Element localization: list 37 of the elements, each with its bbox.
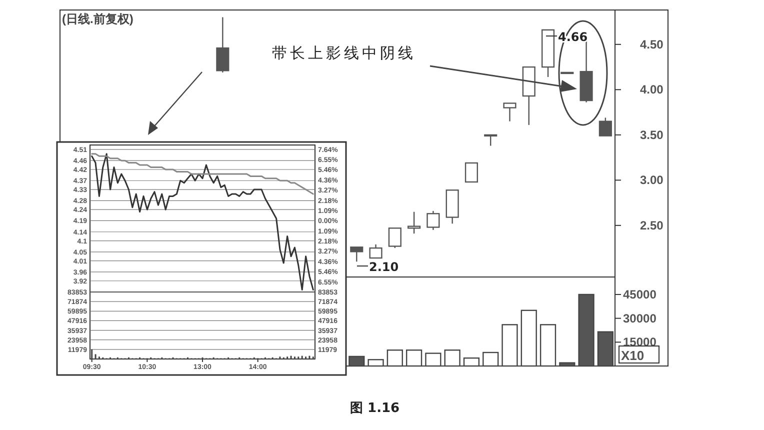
- annotation: 2.10: [369, 260, 399, 274]
- bar: [520, 310, 537, 367]
- y-tick-label: 4.00: [640, 82, 664, 97]
- bar: [348, 356, 365, 367]
- candlestick: [484, 134, 498, 146]
- bar: [463, 357, 480, 367]
- y-tick-label: 2.50: [640, 218, 664, 232]
- y-tick-label: 4.50: [640, 37, 664, 52]
- bar: [597, 331, 614, 367]
- caption: 图 1.16: [350, 401, 400, 416]
- bar: [406, 350, 422, 367]
- y-axis-title: X10: [621, 348, 644, 363]
- y-tick-label: 3.50: [640, 128, 664, 142]
- candlestick: [426, 210, 440, 231]
- bar: [444, 350, 460, 367]
- y-tick-label: 3.00: [640, 173, 664, 188]
- bar: [540, 324, 556, 367]
- candlestick: [388, 228, 402, 249]
- candlestick: [598, 117, 612, 136]
- candlestick: [369, 244, 382, 259]
- bar: [578, 294, 594, 367]
- annotation: 带长上影线中阴线: [272, 44, 416, 62]
- bar: [425, 352, 442, 367]
- candlestick: [350, 246, 364, 262]
- chart-title: (日线.前复权): [62, 12, 134, 26]
- y-tick-label: 30000: [623, 311, 657, 326]
- line-series: [91, 153, 314, 195]
- candlestick: [408, 211, 421, 234]
- bar: [386, 350, 403, 367]
- bar: [482, 352, 499, 367]
- candlestick: [503, 102, 516, 122]
- y-tick-label: 45000: [623, 287, 657, 302]
- bar: [502, 324, 518, 367]
- bar: [559, 362, 576, 367]
- candlestick: [464, 162, 478, 183]
- bar: [368, 359, 384, 367]
- candlestick: [216, 16, 230, 74]
